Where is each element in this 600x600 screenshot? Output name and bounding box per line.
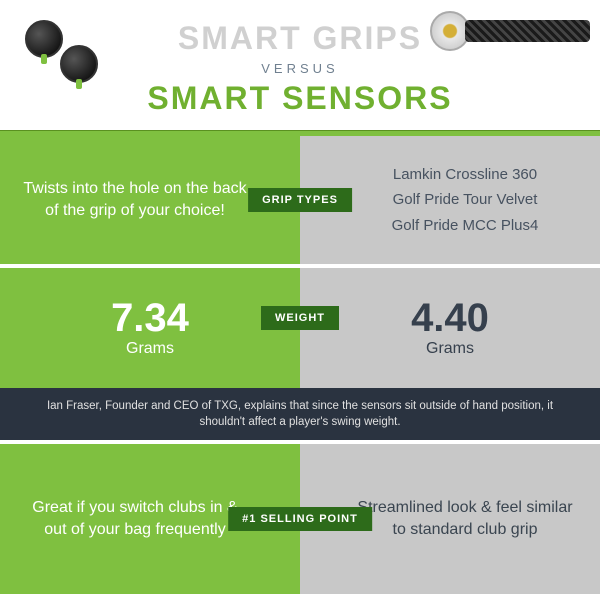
badge-grip-types: GRIP TYPES xyxy=(248,188,352,212)
weight-right-value: 4.40 xyxy=(411,298,489,338)
weight-left-cell: 7.34 Grams xyxy=(0,268,300,388)
header: SMART GRIPS VERSUS SMART SENSORS xyxy=(0,0,600,130)
row-weight: 7.34 Grams 4.40 Grams WEIGHT xyxy=(0,268,600,388)
grip-image xyxy=(430,8,590,53)
comparison-grid: Twists into the hole on the back of the … xyxy=(0,136,600,594)
weight-right-unit: Grams xyxy=(426,340,474,358)
grip-left-text: Twists into the hole on the back of the … xyxy=(20,178,280,223)
grip-item: Golf Pride MCC Plus4 xyxy=(392,213,539,239)
weight-left-unit: Grams xyxy=(126,340,174,358)
row-grip-types: Twists into the hole on the back of the … xyxy=(0,136,600,264)
grip-item: Golf Pride Tour Velvet xyxy=(392,187,539,213)
weight-right-cell: 4.40 Grams xyxy=(300,268,600,388)
weight-quote: Ian Fraser, Founder and CEO of TXG, expl… xyxy=(0,388,600,440)
badge-weight: WEIGHT xyxy=(261,306,339,330)
grip-right-list: Lamkin Crossline 360 Golf Pride Tour Vel… xyxy=(362,162,539,239)
row-selling-point: Great if you switch clubs in & out of yo… xyxy=(0,444,600,594)
badge-selling-point: #1 SELLING POINT xyxy=(228,507,372,531)
grip-item: Lamkin Crossline 360 xyxy=(392,162,539,188)
sensor-image xyxy=(15,20,115,90)
weight-left-value: 7.34 xyxy=(111,298,189,338)
